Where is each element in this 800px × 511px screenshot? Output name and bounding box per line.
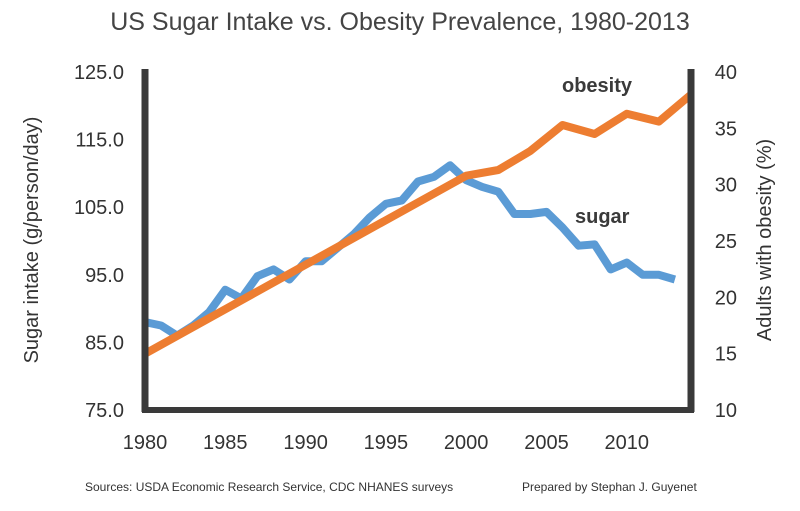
right-y-tick-label: 15 xyxy=(715,344,737,366)
left-y-tick-label: 115.0 xyxy=(75,130,124,152)
source-note: Sources: USDA Economic Research Service,… xyxy=(85,480,453,494)
right-axis-ticks: 40 35 30 25 20 15 10 xyxy=(715,62,737,422)
left-y-tick-label: 75.0 xyxy=(85,400,124,422)
plot-area xyxy=(141,69,695,413)
x-tick-label: 1990 xyxy=(283,432,328,454)
right-y-tick-label: 30 xyxy=(715,175,737,197)
x-tick-label: 2005 xyxy=(524,432,569,454)
sugar-line xyxy=(144,161,677,340)
right-y-tick-label: 35 xyxy=(715,118,737,140)
x-axis-ticks: 1980 1985 1990 1995 2000 2005 2010 xyxy=(123,432,649,454)
x-tick-label: 2000 xyxy=(444,432,489,454)
left-y-tick-label: 95.0 xyxy=(85,265,124,287)
right-y-tick-label: 10 xyxy=(715,400,737,422)
obesity-series-label: obesity xyxy=(562,75,633,97)
left-y-tick-label: 85.0 xyxy=(85,332,124,354)
x-tick-label: 1995 xyxy=(364,432,409,454)
credit-note: Prepared by Stephan J. Guyenet xyxy=(522,480,697,494)
left-axis-ticks: 125.0 115.0 105.0 95.0 85.0 75.0 xyxy=(74,62,124,422)
series-layer xyxy=(143,91,694,358)
right-y-tick-label: 20 xyxy=(715,287,737,309)
left-y-tick-label: 105.0 xyxy=(74,197,124,219)
right-y-tick-label: 40 xyxy=(715,62,737,84)
x-tick-label: 2010 xyxy=(605,432,650,454)
right-y-tick-label: 25 xyxy=(715,231,737,253)
x-tick-label: 1980 xyxy=(123,432,168,454)
left-y-tick-label: 125.0 xyxy=(74,62,124,84)
x-tick-label: 1985 xyxy=(203,432,248,454)
sugar-series-label: sugar xyxy=(575,206,630,228)
chart-title: US Sugar Intake vs. Obesity Prevalence, … xyxy=(110,8,690,36)
right-axis-label: Adults with obesity (%) xyxy=(754,139,776,341)
left-axis-label: Sugar intake (g/person/day) xyxy=(21,117,43,364)
